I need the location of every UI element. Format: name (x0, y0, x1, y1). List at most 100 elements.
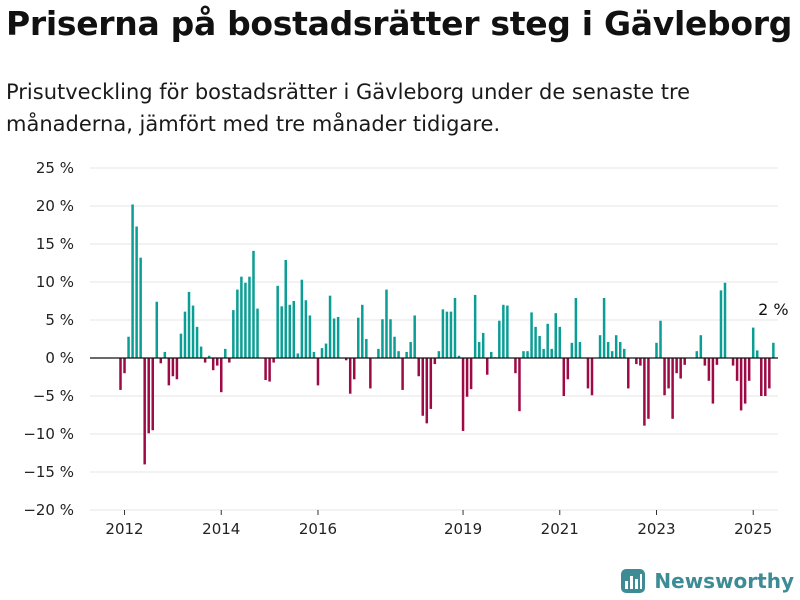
bar (623, 348, 626, 358)
bar (590, 358, 594, 396)
bar (643, 358, 646, 426)
bar (562, 358, 566, 396)
bar (409, 342, 412, 358)
y-tick-label: 10 % (36, 273, 74, 291)
bar (131, 204, 134, 358)
bar (397, 351, 400, 358)
bar (522, 351, 525, 358)
bar (671, 358, 674, 419)
bar (498, 320, 501, 358)
bar (151, 358, 154, 431)
bar (719, 290, 723, 358)
bar (751, 327, 755, 358)
bar (768, 358, 771, 389)
bar (352, 358, 356, 380)
bar (735, 358, 739, 381)
bar (663, 358, 666, 396)
y-tick-label: −5 % (33, 387, 74, 405)
bar (699, 335, 703, 358)
bar (461, 358, 465, 431)
bar (578, 342, 582, 358)
bar (606, 342, 610, 358)
bar (695, 351, 699, 358)
bar (143, 358, 146, 465)
bar (224, 348, 227, 358)
y-tick-label: −10 % (23, 425, 74, 443)
bar (147, 358, 150, 434)
bar (369, 358, 372, 389)
bar (747, 358, 751, 381)
bar (119, 358, 122, 390)
bar (647, 358, 650, 419)
bar (518, 358, 521, 412)
bar (272, 358, 275, 363)
bar (530, 312, 533, 358)
bar (377, 348, 380, 358)
x-tick-label: 2023 (637, 520, 675, 535)
bar (159, 358, 163, 364)
bar (240, 276, 243, 358)
bar (764, 358, 767, 396)
bar (703, 358, 707, 366)
bar (187, 291, 191, 358)
bar (123, 358, 126, 374)
brand-name: Newsworthy (654, 569, 794, 593)
bar (639, 358, 642, 366)
bar (167, 358, 171, 386)
x-tick-label: 2012 (105, 520, 143, 535)
last-value-label: 2 % (758, 300, 788, 319)
bar (469, 358, 473, 390)
bar (324, 343, 328, 358)
bar (284, 259, 287, 358)
x-tick-label: 2016 (299, 520, 337, 535)
bar (554, 313, 557, 358)
bar (280, 306, 283, 358)
bar (465, 358, 469, 397)
bar (514, 358, 517, 374)
bar (602, 297, 606, 358)
bar (490, 351, 493, 358)
bar (457, 355, 461, 358)
y-tick-label: 5 % (45, 311, 74, 329)
bar (292, 301, 296, 358)
bar (542, 348, 545, 358)
bar (332, 318, 336, 358)
bar (614, 335, 618, 358)
bar (679, 358, 682, 379)
bar (506, 305, 509, 358)
bar (328, 295, 332, 358)
bar (675, 358, 678, 374)
bar (175, 358, 179, 380)
bar (264, 358, 267, 381)
brand: Newsworthy (620, 568, 794, 594)
bar (312, 351, 316, 358)
bar (288, 304, 292, 358)
x-tick-label: 2025 (734, 520, 772, 535)
y-tick-label: 15 % (36, 235, 74, 253)
bar (526, 351, 529, 358)
bar (655, 342, 658, 358)
bar (199, 346, 203, 358)
bar (772, 342, 775, 358)
bar (534, 326, 537, 358)
bar (155, 301, 159, 358)
y-tick-label: −15 % (23, 463, 74, 481)
bar (361, 304, 364, 358)
bar (683, 358, 686, 365)
bar (715, 358, 719, 365)
bar (365, 339, 368, 358)
bar (300, 279, 304, 358)
x-tick-label: 2021 (541, 520, 579, 535)
bar (220, 358, 223, 393)
bar (481, 332, 485, 358)
bar (228, 358, 231, 363)
bar (413, 315, 416, 358)
bar (320, 348, 324, 358)
bar (179, 333, 183, 358)
bar (723, 282, 727, 358)
bar (211, 358, 215, 371)
bar (429, 358, 433, 409)
bar (203, 358, 207, 363)
bar (171, 358, 175, 377)
y-tick-label: 0 % (45, 349, 74, 367)
